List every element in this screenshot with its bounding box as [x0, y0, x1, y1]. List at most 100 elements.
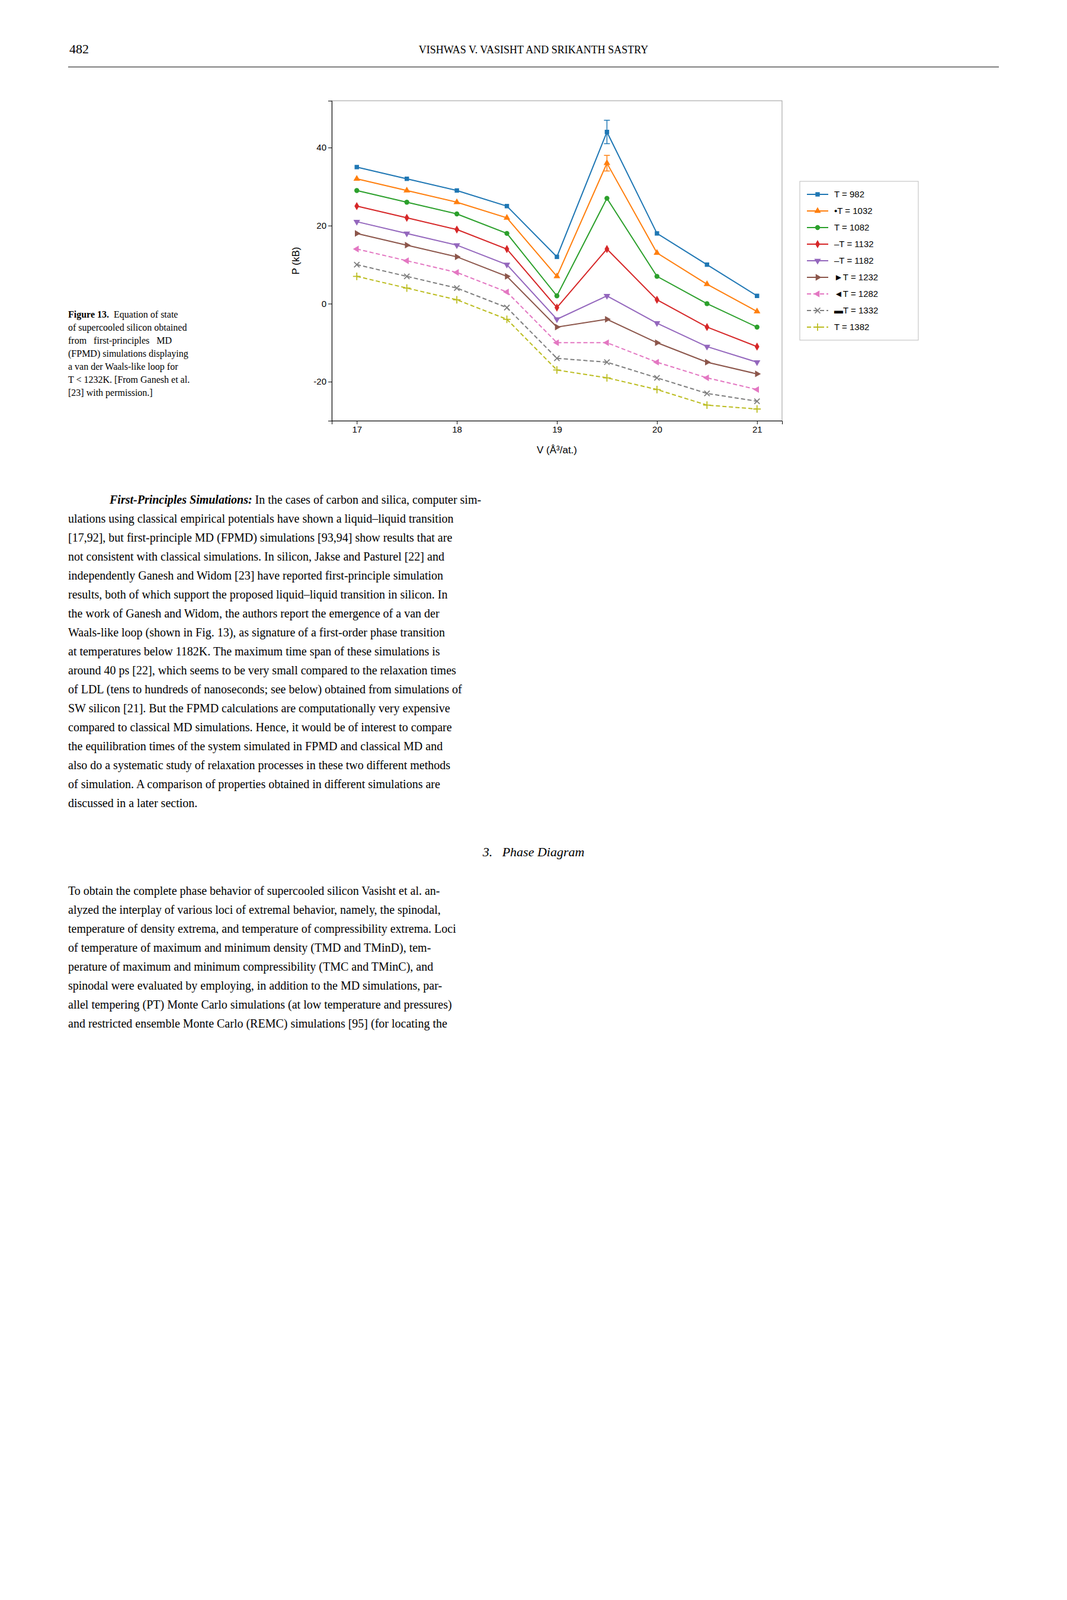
- plot-marks: [353, 120, 762, 413]
- data-point: [604, 244, 610, 253]
- data-point: [704, 300, 710, 306]
- legend-entry: ►T = 1232: [806, 271, 879, 283]
- legend-marker: [815, 225, 820, 230]
- legend-entry: –T = 1182: [806, 255, 874, 266]
- error-bar-cap: [603, 143, 610, 145]
- data-point: [653, 385, 662, 394]
- data-point: [604, 129, 610, 134]
- legend-entry: T = 982: [806, 188, 865, 200]
- paragraph-line: the equilibration times of the system si…: [68, 739, 443, 754]
- data-point: [705, 262, 710, 267]
- series-line: [356, 248, 758, 390]
- data-point: [703, 401, 711, 409]
- data-point: [503, 213, 511, 220]
- series: [354, 229, 761, 377]
- series: [354, 202, 760, 351]
- data-point: [603, 339, 610, 346]
- legend-label: ▬T = 1332: [834, 305, 879, 316]
- data-point: [453, 268, 460, 276]
- x-axis-title: V (Å³/at.): [536, 444, 578, 456]
- data-point: [504, 305, 510, 311]
- data-point: [353, 174, 361, 181]
- data-point: [403, 186, 410, 193]
- data-point: [404, 273, 410, 280]
- data-point: [403, 231, 410, 238]
- header-rule: [68, 66, 999, 68]
- page: 482 VISHWAS V. VASISHT AND SRIKANTH SASTR…: [0, 0, 1067, 1600]
- paragraph-line: of LDL (tens to hundreds of nanoseconds;…: [68, 682, 463, 697]
- data-point: [553, 317, 560, 324]
- paragraph-line: not consistent with classical simulation…: [68, 549, 445, 563]
- y-tick-mark: [328, 225, 332, 227]
- paragraph-line: Waals-like loop (shown in Fig. 13), as s…: [68, 625, 445, 640]
- y-tick: 40: [316, 142, 332, 153]
- series: [353, 219, 761, 367]
- legend-label: •T = 1032: [834, 205, 873, 216]
- page-running-head: VISHWAS V. VASISHT AND SRIKANTH SASTRY: [418, 43, 649, 56]
- data-point: [703, 344, 711, 351]
- series-line: [356, 264, 758, 402]
- figure-caption-label: Figure 13.: [68, 309, 110, 320]
- x-axis: 1718192021: [332, 420, 783, 435]
- legend-marker: [814, 206, 821, 213]
- data-point: [552, 339, 559, 346]
- data-point: [603, 293, 611, 300]
- paragraph-line: of simulation. A comparison of propertie…: [68, 777, 441, 791]
- data-point: [554, 303, 560, 312]
- data-point: [453, 198, 460, 205]
- data-point: [454, 188, 459, 193]
- data-point: [504, 231, 509, 236]
- data-point: [402, 284, 411, 293]
- data-point: [554, 293, 560, 299]
- data-point: [754, 324, 760, 330]
- series: [353, 272, 761, 413]
- legend-entry: –T = 1132: [806, 238, 874, 249]
- y-tick-label: 40: [316, 142, 327, 153]
- data-point: [553, 366, 562, 374]
- series-line: [356, 190, 758, 327]
- data-point: [504, 273, 511, 280]
- data-point: [402, 257, 409, 264]
- y-axis: -2002040: [313, 101, 332, 422]
- legend-entry: •T = 1032: [806, 205, 873, 216]
- data-point: [653, 248, 660, 255]
- paragraph-line: [17,92], but first-principle MD (FPMD) s…: [68, 530, 453, 545]
- data-point: [754, 293, 759, 299]
- data-point: [354, 164, 360, 169]
- x-tick-label: 21: [752, 424, 763, 435]
- section-text-line: temperature of density extrema, and temp…: [68, 921, 457, 936]
- section-text-line: perature of maximum and minimum compress…: [68, 959, 434, 974]
- data-point: [454, 225, 460, 234]
- page-number: 482: [69, 41, 89, 57]
- data-point: [604, 315, 611, 323]
- data-point: [653, 321, 660, 328]
- data-point: [455, 253, 461, 261]
- x-tick-label: 20: [652, 424, 663, 435]
- series-line: [356, 233, 758, 374]
- data-point: [755, 370, 762, 377]
- data-point: [654, 231, 659, 236]
- section-text-line: spinodal were evaluated by employing, in…: [68, 978, 442, 993]
- paragraph-line: also do a systematic study of relaxation…: [68, 758, 451, 772]
- error-bar-cap: [603, 119, 610, 121]
- paragraph-line: around 40 ps [22], which seems to be ver…: [68, 663, 457, 678]
- section-text-line: allel tempering (PT) Monte Carlo simulat…: [68, 997, 453, 1012]
- data-point: [502, 288, 509, 296]
- legend-marker: [815, 273, 822, 281]
- data-point: [404, 176, 409, 181]
- section-text-line: of temperature of maximum and minimum de…: [68, 940, 431, 955]
- data-point: [504, 203, 509, 208]
- legend-label: –T = 1132: [834, 238, 874, 249]
- paragraph-line: independently Ganesh and Widom [23] have…: [68, 568, 444, 583]
- paragraph-line: SW silicon [21]. But the FPMD calculatio…: [68, 701, 451, 716]
- series: [354, 120, 760, 299]
- data-point: [754, 342, 760, 351]
- y-tick-label: 0: [321, 298, 327, 309]
- series: [354, 261, 761, 405]
- legend-label: ◄T = 1282: [834, 288, 879, 299]
- paragraph-line: discussed in a later section.: [68, 796, 198, 810]
- data-point: [654, 375, 660, 381]
- error-bar: [603, 120, 610, 144]
- data-point: [454, 211, 460, 217]
- legend-box: [799, 181, 919, 341]
